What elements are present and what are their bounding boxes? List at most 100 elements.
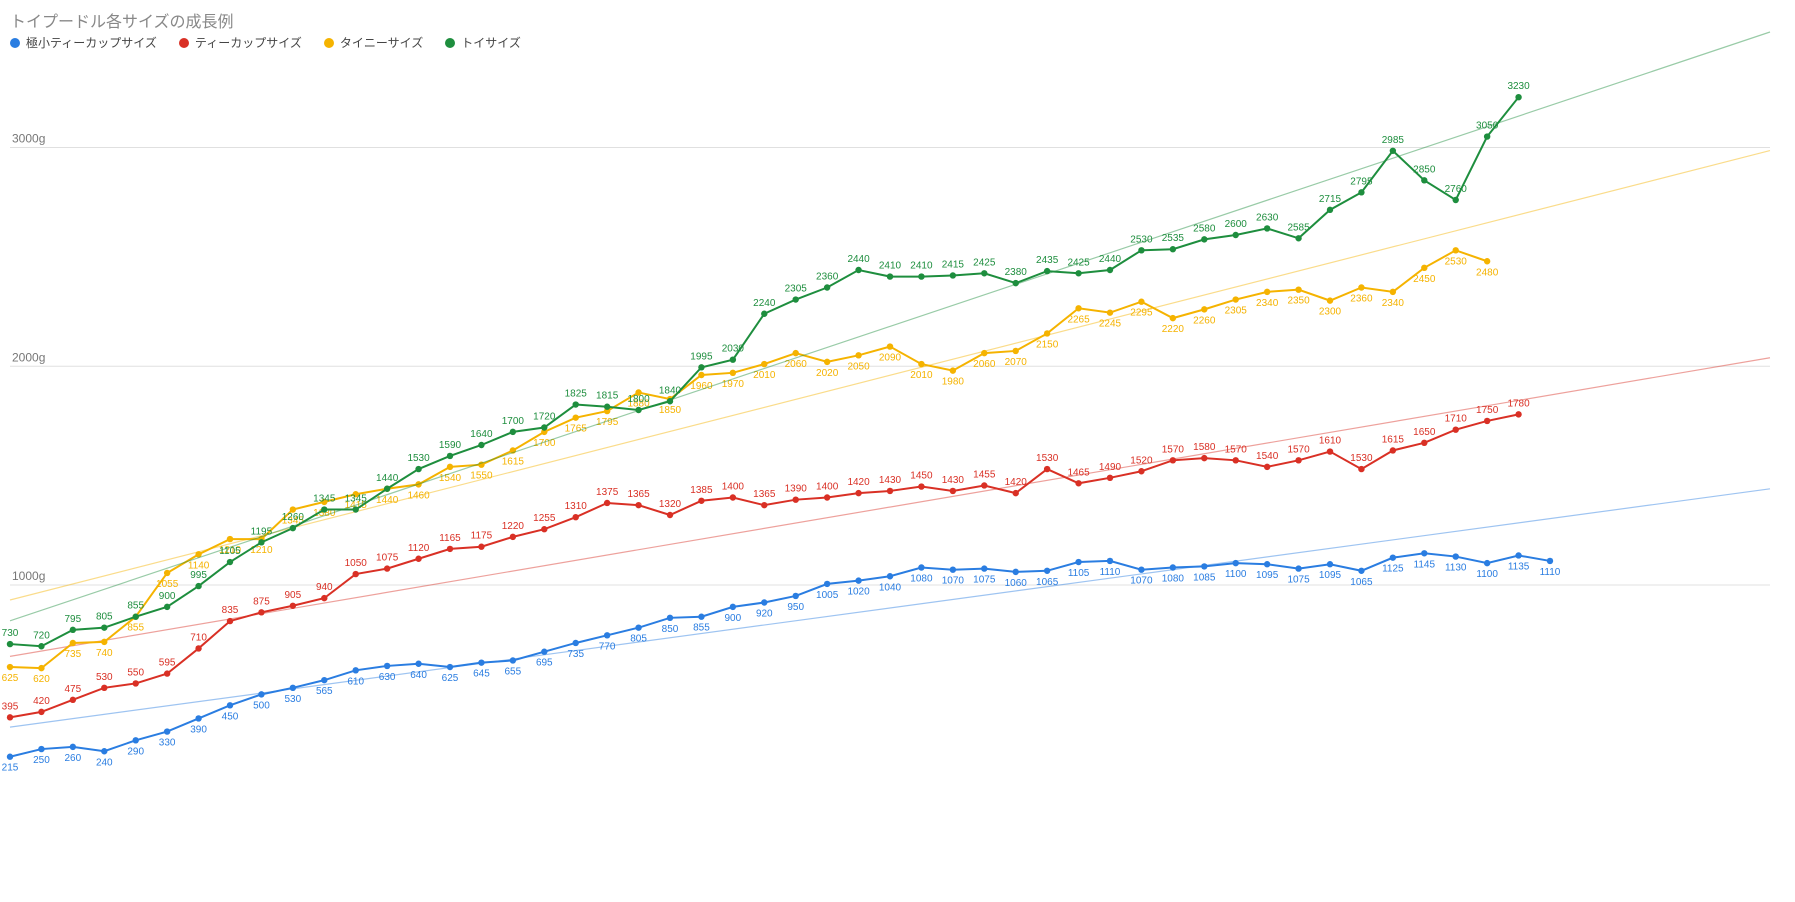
- data-point: [761, 311, 767, 317]
- data-label: 1800: [627, 394, 650, 405]
- series-line: [10, 414, 1519, 717]
- data-point: [635, 407, 641, 413]
- data-label: 630: [379, 672, 396, 683]
- data-label: 1420: [1005, 477, 1028, 488]
- data-point: [1170, 246, 1176, 252]
- data-label: 735: [567, 649, 584, 660]
- data-point: [38, 709, 44, 715]
- data-point: [447, 464, 453, 470]
- data-point: [133, 614, 139, 620]
- data-point: [604, 500, 610, 506]
- data-point: [1170, 457, 1176, 463]
- data-label: 1490: [1099, 462, 1122, 473]
- data-label: 1540: [1256, 451, 1279, 462]
- data-label: 2600: [1225, 219, 1248, 230]
- data-label: 1220: [502, 521, 525, 532]
- data-point: [101, 639, 107, 645]
- data-label: 1550: [470, 471, 493, 482]
- data-point: [855, 490, 861, 496]
- data-label: 2425: [1067, 257, 1090, 268]
- data-label: 2060: [973, 359, 996, 370]
- data-point: [1233, 232, 1239, 238]
- data-label: 1060: [1005, 578, 1028, 589]
- data-point: [353, 571, 359, 577]
- data-label: 855: [127, 601, 144, 612]
- data-label: 2340: [1256, 298, 1279, 309]
- data-label: 740: [96, 648, 113, 659]
- data-point: [1327, 297, 1333, 303]
- data-label: 1110: [1540, 567, 1561, 578]
- data-point: [1295, 457, 1301, 463]
- data-point: [1044, 268, 1050, 274]
- data-point: [258, 539, 264, 545]
- data-point: [887, 573, 893, 579]
- data-label: 1365: [753, 489, 776, 500]
- data-point: [761, 502, 767, 508]
- data-label: 805: [630, 634, 647, 645]
- data-label: 1390: [785, 484, 808, 495]
- data-point: [1013, 490, 1019, 496]
- data-label: 645: [473, 669, 490, 680]
- data-point: [1390, 447, 1396, 453]
- data-point: [1453, 247, 1459, 253]
- data-label: 805: [96, 612, 113, 623]
- data-point: [1075, 480, 1081, 486]
- data-point: [1358, 568, 1364, 574]
- data-point: [730, 604, 736, 610]
- data-point: [1233, 560, 1239, 566]
- data-label: 1540: [439, 473, 462, 484]
- data-point: [1044, 466, 1050, 472]
- data-point: [195, 583, 201, 589]
- data-point: [1233, 296, 1239, 302]
- data-label: 2535: [1162, 233, 1185, 244]
- data-point: [918, 564, 924, 570]
- data-label: 1175: [471, 531, 493, 542]
- y-axis-label: 3000g: [12, 132, 45, 146]
- data-label: 2090: [879, 353, 902, 364]
- data-label: 2435: [1036, 255, 1059, 266]
- data-point: [384, 663, 390, 669]
- data-point: [1138, 566, 1144, 572]
- data-label: 2020: [816, 368, 839, 379]
- data-point: [950, 272, 956, 278]
- data-label: 1110: [1100, 567, 1121, 578]
- data-point: [1515, 94, 1521, 100]
- data-label: 1455: [973, 469, 996, 480]
- data-point: [1201, 306, 1207, 312]
- data-point: [635, 624, 641, 630]
- data-label: 2850: [1413, 164, 1436, 175]
- data-point: [1484, 258, 1490, 264]
- data-label: 250: [33, 755, 50, 766]
- data-point: [1358, 466, 1364, 472]
- data-label: 475: [65, 684, 82, 695]
- data-label: 1530: [1036, 453, 1059, 464]
- data-point: [133, 680, 139, 686]
- data-label: 1610: [1319, 436, 1342, 447]
- data-point: [1044, 568, 1050, 574]
- data-label: 1020: [847, 587, 870, 598]
- data-label: 2305: [1225, 306, 1248, 317]
- data-label: 710: [190, 632, 207, 643]
- data-point: [1421, 177, 1427, 183]
- data-label: 2240: [753, 298, 776, 309]
- data-point: [1107, 309, 1113, 315]
- y-axis-label: 1000g: [12, 569, 45, 583]
- data-label: 2150: [1036, 339, 1059, 350]
- data-point: [164, 670, 170, 676]
- data-label: 2715: [1319, 194, 1342, 205]
- data-label: 2340: [1382, 298, 1405, 309]
- data-label: 2265: [1067, 314, 1090, 325]
- data-label: 1075: [973, 575, 996, 586]
- data-point: [950, 566, 956, 572]
- data-label: 625: [442, 673, 459, 684]
- data-point: [1390, 148, 1396, 154]
- data-point: [887, 488, 893, 494]
- data-label: 2350: [1287, 296, 1310, 307]
- data-point: [824, 494, 830, 500]
- data-label: 500: [253, 700, 270, 711]
- data-label: 1615: [1382, 434, 1405, 445]
- data-point: [1075, 559, 1081, 565]
- data-point: [38, 643, 44, 649]
- data-label: 610: [347, 676, 364, 687]
- data-label: 530: [96, 672, 113, 683]
